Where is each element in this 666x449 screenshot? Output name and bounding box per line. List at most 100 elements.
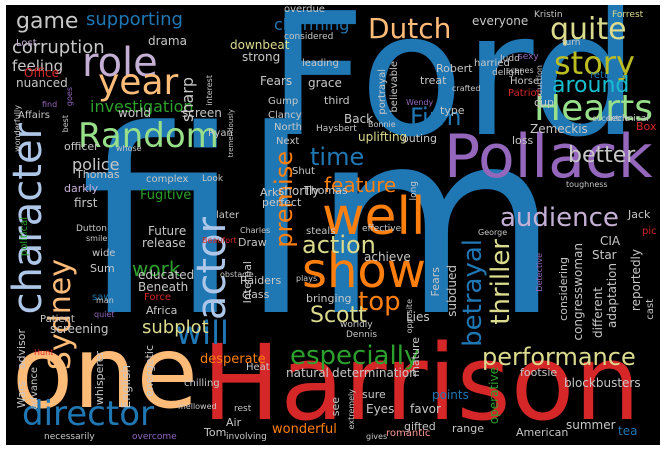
word-random: Random [78,116,219,156]
word-mellowed: mellowed [178,402,217,411]
word-judd: Judd [500,54,520,64]
word-turn: turn [562,38,581,48]
word-overdue: overdue [284,5,325,15]
word-crafted: crafted [452,84,481,93]
word-advance: advance [29,367,40,410]
word-time: time [310,143,365,171]
word-interest: interest [205,75,214,106]
word-forrest: Forrest [612,10,644,20]
word-believable: believable [389,61,400,113]
word-africa: Africa [146,304,178,317]
word-man: man [96,296,114,305]
word-quiet: quiet [94,310,115,319]
word-perfect: perfect [262,196,302,209]
word-wide: wide [92,248,116,259]
word-smile: smile [86,234,108,243]
word-police: police [72,155,120,174]
word-lies: Lies [406,310,430,324]
word-box: Box [636,120,657,133]
word-force: Force [144,292,172,303]
word-wendy: Wendy [406,98,434,107]
word-next: Next [276,136,300,147]
word-steals: steals [306,226,336,237]
word-involving: involving [226,432,267,442]
word-future: Future [148,224,187,238]
word-supporting: supporting [86,9,183,30]
word-firm: Firm [410,103,462,131]
word-whose: whose [116,144,142,153]
word-quite: quite [550,12,627,47]
word-heat: Heat [246,362,270,373]
word-sharp: sharp [178,77,197,123]
word-director: director [22,394,154,434]
word-beaufort: Beaufort [202,236,237,245]
word-hunt: Hunt [34,348,54,357]
word-wonderfully: wonderfully [13,105,22,152]
word-downbeat: downbeat [230,38,290,52]
word-work: work [132,257,181,281]
word-detective: Detective [535,253,544,292]
word-officer: officer [64,140,99,153]
word-one: one [12,314,199,431]
word-worldly: worldly [340,320,373,330]
word-air: Air [226,416,242,429]
word-third: third [324,94,350,107]
word-range: range [452,422,484,435]
word-considered: considered [284,32,334,42]
word-role: role [82,40,158,86]
word-thriller: thriller [486,239,516,325]
word-sexy: sexy [518,52,539,62]
word-romantic: romantic [386,428,431,439]
word-around: around [552,73,630,98]
word-effective: effective [362,224,402,234]
word-audience: audience [500,203,619,233]
word-feature: feature [324,173,397,197]
word-opposite: opposite [405,299,414,334]
word-cast: cast [645,299,656,320]
word-scenes: scenes [506,66,534,75]
word-political: political [19,217,30,257]
word-charles: Charles [240,226,271,235]
word-cup: cup [534,96,555,109]
word-delight: delight [492,68,524,78]
word-technical: technical [608,114,649,124]
word-subplot: subplot [142,317,209,338]
word-everyone: everyone [472,14,529,28]
word-type: type [440,104,465,117]
word-shut: Shut [292,166,315,177]
word-scott: Scott [310,303,367,328]
word-thomas: Thomas [304,184,348,197]
word-game: game [16,9,79,34]
word-world: world [118,106,152,120]
word-investigation: investigation [90,97,194,116]
word-advisor: advisor [15,329,28,370]
word-hearts: Hearts [534,88,653,129]
word-screen: screen [182,106,222,120]
word-fears-2: Fears [429,267,442,297]
word-blockbusters: blockbusters [564,376,641,390]
word-american: American [516,426,569,439]
word-nuanced: nuanced [16,76,68,90]
word-tea: tea [618,424,638,438]
word-office: Office [24,66,60,80]
word-eccentric: eccentric [592,114,629,123]
word-educated: educated [138,268,195,282]
word-harrison: Harrison [202,322,641,444]
word-gives: gives [366,432,388,441]
word-whisperer: whisperer [93,351,106,406]
word-kristin: Kristin [534,10,563,20]
word-sum: Sum [90,262,115,275]
word-necessarily: necessarily [44,432,95,442]
word-points: points [432,388,469,402]
word-considering: considering [557,257,570,321]
word-performance: performance [482,343,636,371]
word-natural: natural [286,366,329,380]
word-cloud: film Ford Harrison one Pollack show well… [6,5,660,445]
word-corruption: corruption [12,37,105,58]
word-summer: summer [566,418,616,432]
word-tom: Tom [204,426,227,439]
word-portrayal: portrayal [377,69,388,115]
word-beneath: Beneath [138,280,189,294]
word-wars: Wars [15,381,28,409]
